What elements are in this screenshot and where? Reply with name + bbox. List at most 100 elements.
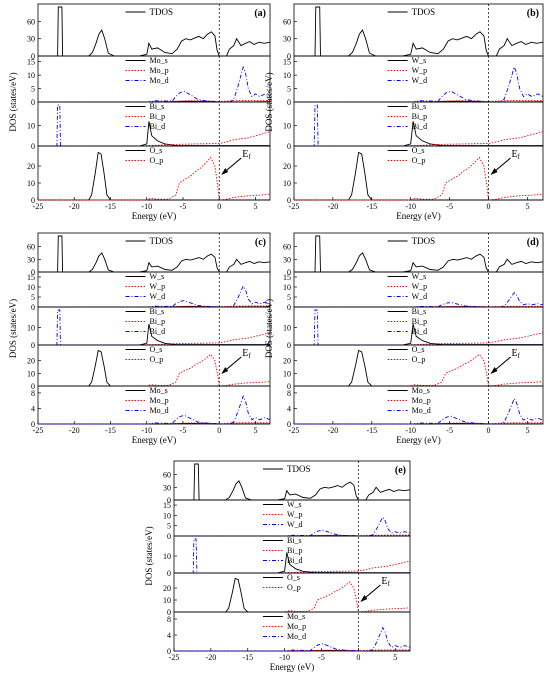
legend-label: W_p <box>412 66 428 75</box>
x-tick-label: 0 <box>356 653 360 662</box>
x-axis-label: Energy (eV) <box>132 435 177 445</box>
x-tick-label: -10 <box>279 653 290 662</box>
legend-label: Bi_s <box>287 536 302 545</box>
legend-label: Mo_p <box>150 396 169 405</box>
series-o-s <box>38 151 270 201</box>
y-tick-label: 0 <box>31 196 35 205</box>
legend-label: Bi_d <box>150 327 166 336</box>
y-tick-label: 10 <box>27 369 35 378</box>
subplot-bi: 0 10 Bi_sBi_pBi_d <box>27 306 271 350</box>
x-axis-label: Energy (eV) <box>270 662 315 672</box>
y-tick-label: 0 <box>31 303 35 312</box>
y-tick-label: 4 <box>31 404 35 413</box>
x-tick-label: -20 <box>69 426 80 435</box>
legend-label: TDOS <box>412 7 436 17</box>
legend-label: W_p <box>150 282 166 291</box>
x-tick-label: -5 <box>180 426 187 435</box>
legend-label: O_s <box>150 146 163 155</box>
y-tick-label: 8 <box>287 389 291 398</box>
x-tick-label: -10 <box>141 426 152 435</box>
legend-label: W_d <box>412 76 428 85</box>
y-tick-label: 10 <box>283 179 291 188</box>
y-tick-label: 10 <box>163 511 171 520</box>
legend-label: Bi_d <box>287 556 303 565</box>
y-tick-label: 5 <box>167 522 171 531</box>
legend-label: Mo_d <box>150 76 169 85</box>
legend-label: W_s <box>150 272 165 281</box>
y-tick-label: 8 <box>31 389 35 398</box>
legend-label: Mo_d <box>412 406 431 415</box>
legend-label: TDOS <box>150 7 174 17</box>
x-axis-label: Energy (eV) <box>132 211 177 221</box>
y-tick-label: 30 <box>27 255 35 264</box>
legend-label: Bi_p <box>150 112 166 121</box>
series-bi-s <box>294 323 543 346</box>
y-tick-label: 0 <box>167 569 171 578</box>
x-tick-label: 0 <box>217 426 221 435</box>
x-tick-label: 5 <box>525 202 529 211</box>
x-tick-label: 5 <box>393 653 397 662</box>
x-tick-label: -20 <box>206 653 217 662</box>
subplot-tdos: 0 30 60 TDOS <box>27 232 271 277</box>
legend-label: Bi_p <box>412 112 428 121</box>
series-o-p <box>174 581 411 613</box>
y-tick-label: 10 <box>27 283 35 292</box>
legend-label: W_d <box>287 520 303 529</box>
x-tick-label: -15 <box>366 202 377 211</box>
y-axis-label: DOS (states/eV) <box>8 72 18 131</box>
x-axis-label: Energy (eV) <box>396 435 441 445</box>
series-o-p <box>38 156 271 201</box>
y-tick-label: 10 <box>27 324 35 333</box>
subplot-o: 0 10 20 O_sO_p Ef <box>27 344 271 391</box>
series-tdos <box>38 6 271 57</box>
y-tick-label: 15 <box>163 501 171 510</box>
legend-label: Mo_s <box>412 386 430 395</box>
fermi-label: Ef <box>512 348 521 360</box>
subplot-o: 0 10 20 O_sO_p Ef <box>27 145 271 205</box>
legend-label: Bi_p <box>287 546 303 555</box>
legend-label: Mo_d <box>287 632 306 641</box>
legend-label: TDOS <box>150 236 174 246</box>
x-tick-label: -10 <box>405 202 416 211</box>
legend-label: O_s <box>287 573 300 582</box>
subplot-o: 0 10 20 O_sO_p Ef <box>283 344 544 391</box>
subplot-tdos: 0 30 60 TDOS <box>283 3 544 61</box>
fermi-label: Ef <box>381 576 390 588</box>
series-mo-d <box>38 395 271 425</box>
x-tick-label: -15 <box>105 426 116 435</box>
legend-label: Bi_s <box>150 102 165 111</box>
y-tick-label: 15 <box>283 273 291 282</box>
x-tick-label: -5 <box>318 653 325 662</box>
fermi-label: Ef <box>512 149 521 161</box>
legend-label: Mo_s <box>150 56 168 65</box>
x-tick-label: -10 <box>141 202 152 211</box>
panel-a: 0 30 60 TDOS 0 5 10 15 Mo_sMo_pMo_d 0 10 Bi_sBi_pBi… <box>8 3 271 221</box>
x-axis-label: Energy (eV) <box>396 211 441 221</box>
y-tick-label: 0 <box>167 532 171 541</box>
y-tick-label: 0 <box>287 98 291 107</box>
y-tick-label: 0 <box>167 496 171 505</box>
series-o-s <box>294 151 543 201</box>
subplot-mo: 0 5 10 15 Mo_sMo_pMo_d <box>27 55 271 107</box>
series-bi-p <box>174 560 411 574</box>
x-tick-label: -20 <box>328 202 339 211</box>
y-tick-label: 20 <box>27 162 35 171</box>
x-tick-label: 5 <box>254 202 258 211</box>
legend-label: O_p <box>287 583 301 592</box>
panel-label: (d) <box>527 237 539 248</box>
y-tick-label: 10 <box>27 179 35 188</box>
subplot-bi: 0 10 Bi_sBi_pBi_d <box>283 306 544 350</box>
x-tick-label: 5 <box>254 426 258 435</box>
y-tick-label: 20 <box>283 162 291 171</box>
y-tick-label: 0 <box>31 341 35 350</box>
y-tick-label: 4 <box>167 631 171 640</box>
y-tick-label: 30 <box>283 255 291 264</box>
x-tick-label: -15 <box>366 426 377 435</box>
fermi-label: Ef <box>242 348 251 360</box>
series-bi-p <box>38 131 271 147</box>
x-tick-label: -25 <box>289 202 300 211</box>
y-tick-label: 0 <box>287 268 291 277</box>
y-tick-label: 60 <box>27 243 35 252</box>
